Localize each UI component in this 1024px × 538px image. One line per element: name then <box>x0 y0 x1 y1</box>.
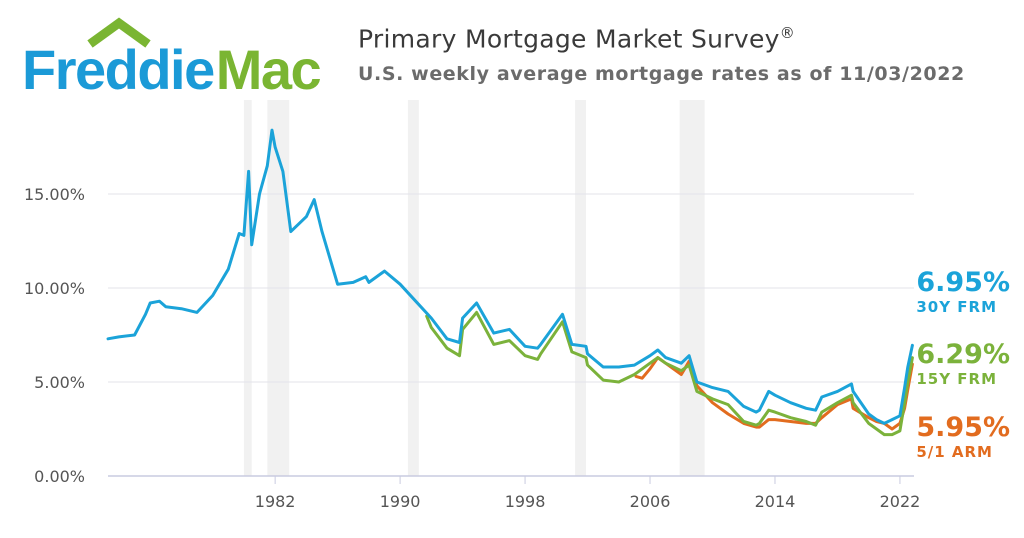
x-tick-label-5: 2022 <box>880 492 921 511</box>
logo-text-freddie: Freddie <box>22 38 214 94</box>
chart-title-text: Primary Mortgage Market Survey <box>358 24 780 54</box>
callout-15y-value: 6.29% <box>916 339 1010 370</box>
registered-mark: ® <box>779 24 796 42</box>
y-axis: 0.00% 5.00% 10.00% 15.00% <box>24 185 914 486</box>
house-roof-icon <box>87 17 151 48</box>
callout-arm-value: 5.95% <box>916 412 1010 443</box>
callout-30y-value: 6.95% <box>916 267 1010 298</box>
series-line-30y-frm <box>106 128 914 425</box>
chart-title: Primary Mortgage Market Survey® <box>358 24 998 53</box>
callout-30y-frm: 6.95% 30Y FRM <box>916 267 1010 317</box>
callout-5-1-arm: 5.95% 5/1 ARM <box>916 412 1010 462</box>
x-tick-label-0: 1982 <box>255 492 296 511</box>
y-tick-label-2: 10.00% <box>24 279 85 298</box>
y-tick-label-1: 5.00% <box>34 373 85 392</box>
series-line-15y-frm <box>425 310 914 437</box>
x-tick-label-1: 1990 <box>380 492 421 511</box>
y-tick-label-3: 15.00% <box>24 185 85 204</box>
grid-lines <box>108 193 914 383</box>
callout-30y-label: 30Y FRM <box>916 298 998 316</box>
x-tick-label-3: 2006 <box>630 492 671 511</box>
callout-15y-label: 15Y FRM <box>916 370 998 388</box>
y-tick-label-0: 0.00% <box>34 467 85 486</box>
x-tick-label-2: 1998 <box>505 492 546 511</box>
callout-arm-label: 5/1 ARM <box>916 443 993 461</box>
x-tick-label-4: 2014 <box>755 492 796 511</box>
series-lines <box>106 128 914 437</box>
callout-15y-frm: 6.29% 15Y FRM <box>916 339 1010 389</box>
x-axis: 1982 1990 1998 2006 2014 2022 <box>255 476 921 511</box>
header: Primary Mortgage Market Survey® U.S. wee… <box>358 24 998 85</box>
logo-text-mac: Mac <box>216 38 321 94</box>
svg-text:FreddieMac: FreddieMac <box>22 38 321 94</box>
chart-subtitle: U.S. weekly average mortgage rates as of… <box>358 63 965 86</box>
freddie-mac-logo: FreddieMac <box>22 17 322 94</box>
